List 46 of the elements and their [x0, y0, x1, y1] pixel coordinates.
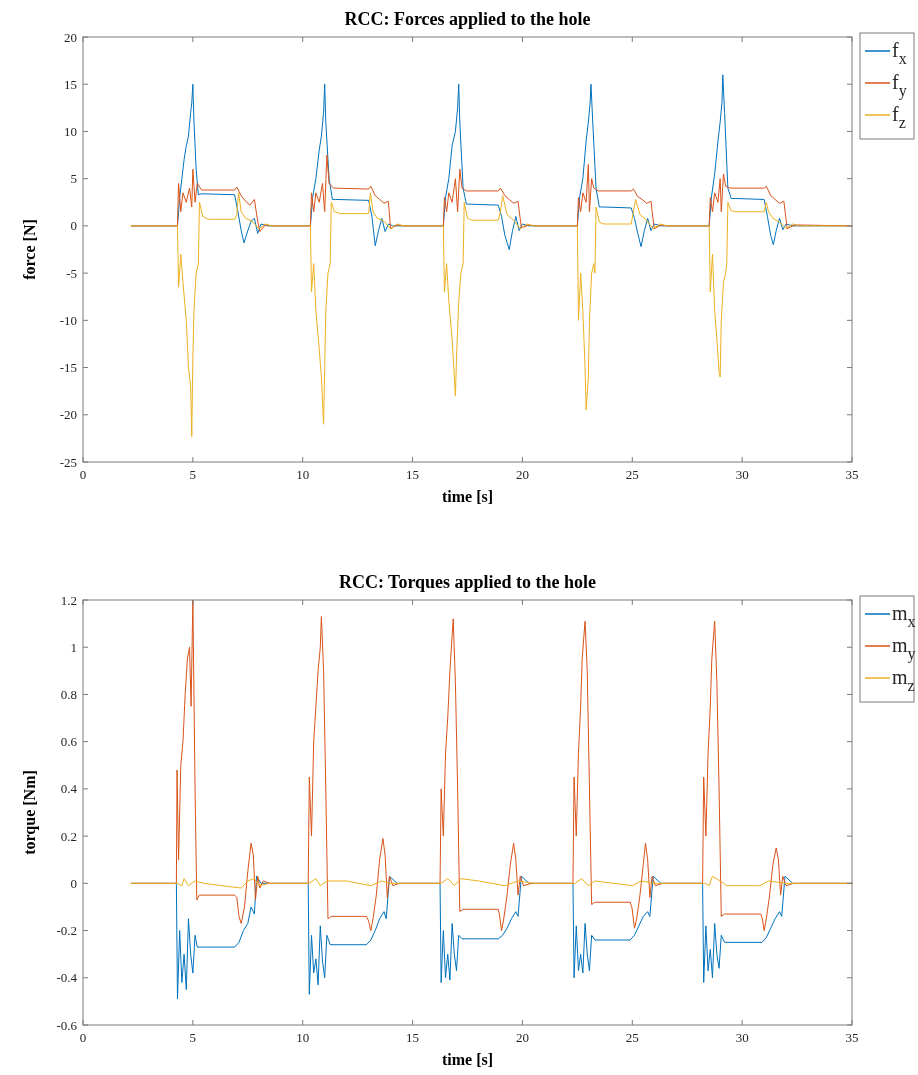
y-tick-label: 20: [64, 29, 77, 45]
x-tick-label: 35: [845, 467, 859, 482]
y-tick-label: 15: [64, 76, 77, 92]
chart-title: RCC: Forces applied to the hole: [344, 9, 591, 29]
y-tick-label: 0: [70, 218, 77, 234]
x-tick-label: 5: [189, 467, 197, 482]
legend-label: f$_{z}$: [892, 103, 906, 132]
y-axis-title: force [N]: [21, 219, 38, 280]
chart-title: RCC: Torques applied to the hole: [338, 572, 597, 592]
y-tick-label: 0.6: [60, 734, 78, 750]
y-tick-label: 1: [70, 639, 77, 655]
x-tick-label: 35: [845, 1030, 859, 1045]
y-tick-label: 0.2: [60, 828, 77, 844]
x-tick-label: 20: [515, 1030, 529, 1045]
y-tick-label: -10: [59, 312, 77, 328]
y-tick-label: 0: [70, 875, 77, 891]
y-tick-label: -5: [66, 265, 77, 281]
x-tick-label: 25: [625, 467, 639, 482]
legend-label: f$_{y}$: [892, 71, 907, 101]
y-tick-label: -15: [59, 360, 77, 376]
y-tick-label: 10: [64, 123, 77, 139]
x-tick-label: 15: [406, 1030, 420, 1045]
legend-label: m$_{y}$: [892, 634, 916, 664]
y-tick-label: -0.6: [56, 1017, 78, 1033]
y-tick-label: 0.4: [60, 781, 78, 797]
x-axis-title: time [s]: [441, 488, 494, 505]
y-tick-label: 5: [70, 171, 77, 187]
x-tick-label: 30: [735, 1030, 749, 1045]
x-axis-title: time [s]: [441, 1051, 494, 1068]
y-tick-label: -25: [59, 454, 77, 470]
x-tick-label: 5: [189, 1030, 197, 1045]
x-tick-label: 20: [515, 467, 529, 482]
y-tick-label: 0.8: [60, 686, 77, 702]
x-tick-label: 10: [296, 1030, 310, 1045]
legend-label: m$_{z}$: [892, 666, 915, 695]
y-tick-label: -20: [59, 407, 77, 423]
legend-label: f$_{x}$: [892, 39, 907, 68]
y-tick-label: -0.2: [56, 923, 77, 939]
legend-label: m$_{x}$: [892, 602, 916, 631]
y-axis-title: torque [Nm]: [21, 770, 39, 855]
x-tick-label: 10: [296, 467, 310, 482]
x-tick-label: 30: [735, 467, 749, 482]
x-tick-label: 25: [625, 1030, 639, 1045]
y-tick-label: 1.2: [60, 592, 77, 608]
y-tick-label: -0.4: [56, 970, 78, 986]
x-tick-label: 15: [406, 467, 420, 482]
